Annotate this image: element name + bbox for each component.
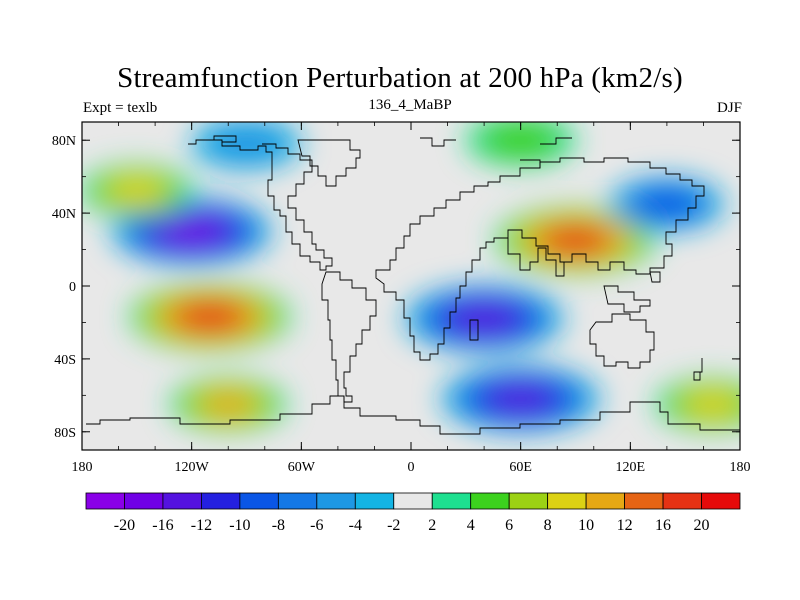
colorbar-swatch [85,492,125,510]
colorbar-label: -20 [114,517,135,534]
colorbar-swatch [470,492,510,510]
x-tick-label: 120E [616,460,646,475]
x-tick-label: 180 [730,460,751,475]
field-contour-3-3 [105,176,168,206]
coastline-outline [86,135,740,435]
colorbar-label: 20 [694,517,710,534]
colorbar-label: -8 [272,517,285,534]
colorbar-swatch [585,492,625,510]
colorbar-label: -2 [387,517,400,534]
y-axis: 80N 40N 0 40S 80S [52,134,740,441]
y-tick-label: 80N [52,134,76,149]
colorbar-label: 6 [505,517,513,534]
colorbar-label: -10 [229,517,250,534]
y-tick-label: 40N [52,207,76,222]
colorbar-swatch [124,492,164,510]
y-tick-label: 80S [54,426,76,441]
colorbar-swatch [624,492,664,510]
colorbar: -20 -16 -12 -10 -8 -6 -4 -2 2 4 6 8 10 12 16 20 [85,492,741,534]
field-contour-6-4 [640,191,694,217]
colorbar-label: -6 [310,517,323,534]
y-tick-label: 0 [69,280,76,295]
colorbar-label: -4 [349,517,362,534]
colorbar-swatch [547,492,587,510]
colorbar-swatch [662,492,702,510]
colorbar-label: -16 [152,517,173,534]
case-label: 136_4_MaBP [368,97,452,113]
colorbar-label: 12 [617,517,633,534]
colorbar-label: 4 [467,517,475,534]
x-tick-label: 180 [72,460,93,475]
x-tick-label: 60E [509,460,532,475]
x-tick-label: 60W [288,460,316,475]
streamfunction-field [82,122,740,433]
field-contour-2-5 [203,392,254,416]
field-blobs [82,122,740,433]
field-contour-9-2 [479,122,562,160]
colorbar-label: 8 [544,517,552,534]
field-contour-0-7 [169,222,214,241]
colorbar-swatch [316,492,356,510]
x-tick-label: 0 [408,460,415,475]
colorbar-swatch [701,492,741,510]
colorbar-label: 10 [578,517,594,534]
field-contour-1-7 [188,307,232,327]
y-tick-label: 40S [54,353,76,368]
colorbar-swatch [393,492,433,510]
map-panel [81,121,741,451]
experiment-label: Expt = texlb [83,100,158,116]
x-axis: 180 120W 60W 0 60E 120E 180 [72,122,751,475]
colorbar-swatch [508,492,549,510]
colorbar-swatch [201,492,241,510]
chart-title: Streamfunction Perturbation at 200 hPa (… [117,62,683,94]
season-label: DJF [716,100,742,116]
colorbar-label: 16 [655,517,671,534]
field-contour-4-2 [205,124,288,164]
colorbar-label: -12 [191,517,212,534]
colorbar-swatch [354,492,395,510]
colorbar-label: 2 [428,517,436,534]
colorbar-swatch [431,492,472,510]
field-contour-5-7 [552,230,599,251]
colorbar-swatch [239,492,279,510]
field-contour-8-6 [494,387,548,411]
field-contour-7-6 [459,308,510,330]
colorbar-swatch [277,492,318,510]
x-tick-label: 120W [175,460,210,475]
colorbar-swatch [162,492,202,510]
field-contour-10-3 [681,390,740,419]
